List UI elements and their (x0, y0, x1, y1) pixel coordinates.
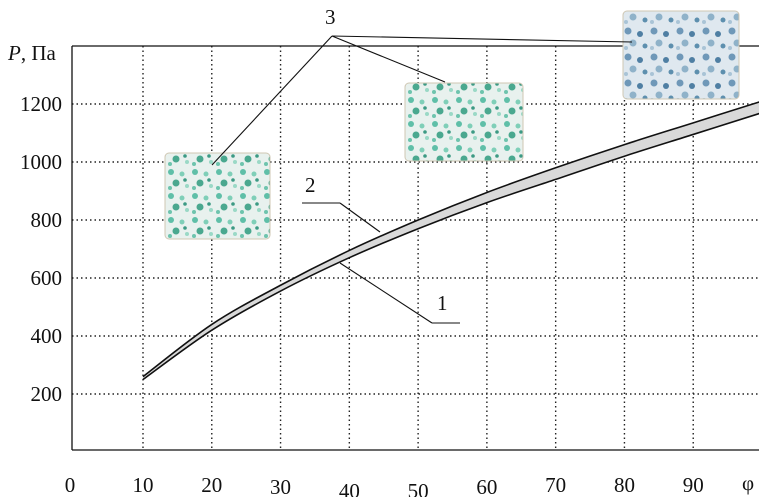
x-tick-label: 90 (683, 473, 704, 497)
y-tick-label: 600 (31, 266, 63, 290)
tick-labels: 0 10 20 30 40 50 60 70 80 90 200 400 600 800 1000 1200 (20, 92, 704, 497)
y-tick-label: 1000 (20, 150, 62, 174)
x-tick-label: 10 (133, 473, 154, 497)
x-tick-label: 30 (270, 475, 291, 497)
series-line-1 (142, 112, 759, 381)
leader-line (339, 202, 381, 233)
y-tick-label: 1200 (20, 92, 62, 116)
annotation-label-1: 1 (437, 291, 448, 315)
series-line-2 (142, 101, 759, 378)
series-band (142, 101, 759, 381)
leader-line (331, 35, 633, 43)
leader-line (331, 35, 446, 83)
photo-sample-2 (404, 82, 524, 162)
photo-sample-3 (622, 10, 740, 100)
x-tick-label: 20 (201, 473, 222, 497)
y-axis-label: P, Па (7, 41, 56, 65)
annotation-label-3: 3 (325, 5, 336, 29)
photo-sample-1 (164, 152, 271, 240)
y-tick-label: 400 (31, 324, 63, 348)
annotation-leaders (211, 35, 633, 324)
x-tick-label: 0 (65, 473, 76, 497)
leader-line (211, 35, 333, 166)
x-tick-label: 70 (545, 473, 566, 497)
sample-photos (164, 10, 740, 240)
x-tick-label: 60 (476, 475, 497, 497)
x-tick-label: 40 (339, 479, 360, 497)
x-tick-label: 50 (408, 479, 429, 497)
y-tick-label: 200 (31, 382, 63, 406)
x-axis-label: φ (742, 471, 754, 495)
leader-line (339, 262, 433, 324)
x-tick-label: 80 (614, 473, 635, 497)
series-band-fill (143, 102, 759, 380)
y-tick-label: 800 (31, 208, 63, 232)
annotation-label-2: 2 (305, 173, 316, 197)
